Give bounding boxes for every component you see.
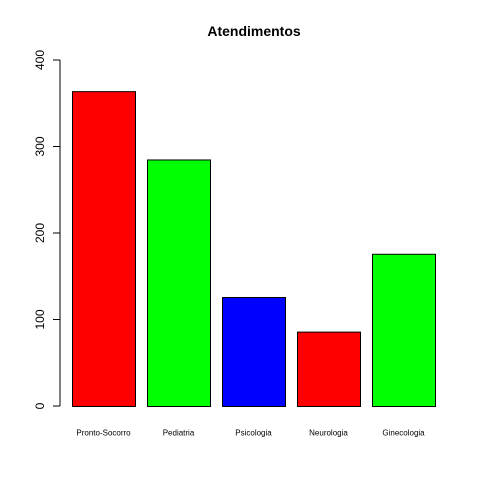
bar-ginecologia — [372, 253, 436, 407]
bar-neurologia — [297, 331, 361, 407]
bars-group — [72, 91, 436, 408]
bar-psicologia — [222, 297, 286, 408]
x-tick-label: Pediatria — [163, 429, 195, 438]
chart-title: Atendimentos — [207, 23, 301, 39]
x-tick-label: Ginecologia — [382, 429, 425, 438]
x-tick-label: Psicologia — [235, 429, 272, 438]
y-tick-label: 0 — [33, 402, 47, 409]
bar-pediatria — [147, 159, 211, 407]
bar-pronto-socorro — [72, 91, 136, 407]
y-tick-label: 100 — [33, 309, 47, 329]
y-axis: 0 100 200 300 400 — [33, 50, 61, 409]
x-axis-labels: Pronto-Socorro Pediatria Psicologia Neurolo… — [76, 429, 425, 438]
y-tick-label: 300 — [33, 136, 47, 156]
x-tick-label: Neurologia — [309, 429, 348, 438]
y-tick-label: 200 — [33, 223, 47, 243]
y-tick-label: 400 — [33, 50, 47, 70]
x-tick-label: Pronto-Socorro — [76, 429, 131, 438]
